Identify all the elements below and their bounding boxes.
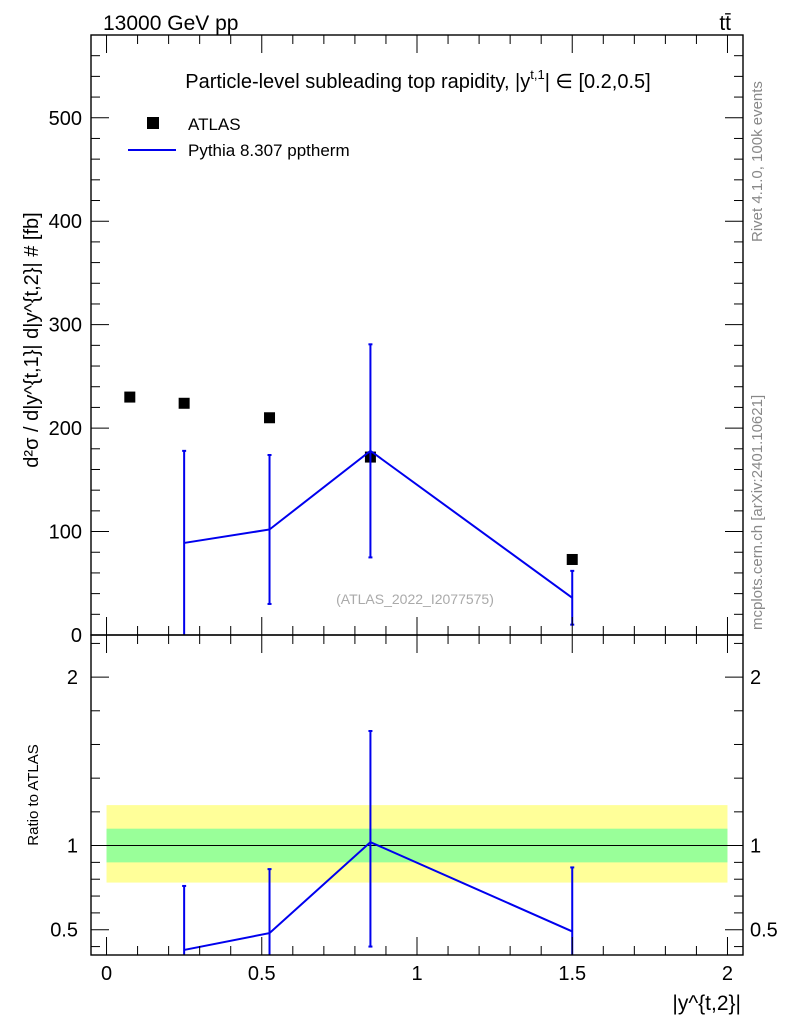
x-tick-label: 1.5: [558, 963, 586, 985]
x-axis-label: |y^{t,2}|: [672, 992, 741, 1015]
ratio-series-line: [183, 840, 573, 951]
y-tick-label: 200: [49, 418, 82, 440]
atlas-point: [566, 553, 578, 565]
ratio-y-tick-label-right: 0.5: [750, 920, 778, 942]
ratio-y-tick-label: 2: [67, 667, 78, 689]
pythia-series-line: [183, 449, 573, 599]
ratio-y-tick-label: 1: [67, 836, 78, 858]
y-tick-label: 0: [71, 625, 82, 647]
rivet-label: Rivet 4.1.0, 100k events: [749, 81, 766, 242]
x-tick-label: 0.5: [248, 963, 276, 985]
legend-atlas-label: ATLAS: [188, 115, 241, 134]
ratio-y-tick-label-right: 2: [750, 667, 761, 689]
x-tick-label: 1: [411, 963, 422, 985]
atlas-point: [264, 412, 276, 424]
main-panel: 0 100 200 300 400 500 Particle-level subleadi…: [21, 34, 744, 647]
y-axis-label: d²σ / d|y^{t,1}| d|y^{t,2}| # [fb]: [21, 212, 43, 467]
process-label: tt̄: [719, 12, 731, 35]
legend-atlas-marker: [147, 117, 159, 129]
ratio-y-tick-label-right: 1: [750, 836, 761, 858]
mcplots-label: mcplots.cern.ch [arXiv:2401.10621]: [749, 395, 766, 630]
x-tick-label: 0: [101, 963, 112, 985]
y-tick-label: 500: [49, 108, 82, 130]
ratio-axis-label: Ratio to ATLAS: [25, 744, 42, 845]
y-tick-label: 300: [49, 315, 82, 337]
legend-pythia-label: Pythia 8.307 pptherm: [188, 141, 350, 160]
analysis-watermark: (ATLAS_2022_I2077575): [336, 591, 494, 607]
x-tick-label: 2: [722, 963, 733, 985]
atlas-point: [178, 397, 190, 409]
y-tick-label: 100: [49, 522, 82, 544]
ratio-frame: [90, 634, 744, 956]
main-title: Particle-level subleading top rapidity, …: [185, 67, 650, 93]
y-tick-label: 400: [49, 211, 82, 233]
ratio-panel: 0.5 0.5 1 1 2 2 0 0.5 1 1.5 2 Ratio to ATLAS |y^{t…: [25, 634, 778, 1015]
energy-label: 13000 GeV pp: [103, 12, 238, 35]
atlas-point: [124, 391, 136, 403]
ratio-y-tick-label: 0.5: [50, 920, 78, 942]
